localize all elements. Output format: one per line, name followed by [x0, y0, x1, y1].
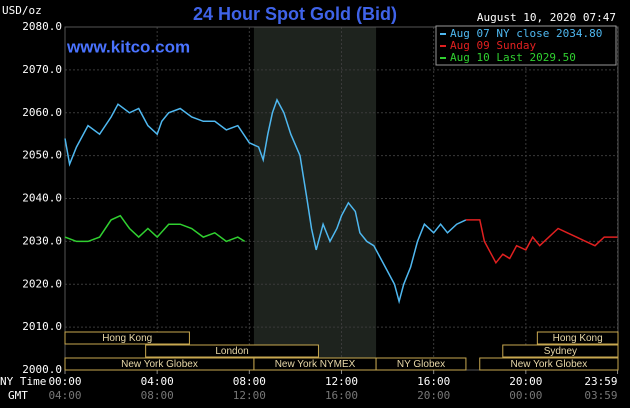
session-box: [375, 357, 467, 371]
watermark: www.kitco.com: [66, 37, 190, 56]
session-box: [145, 344, 319, 358]
session-label: New York Globex: [511, 359, 588, 370]
x-tick-label: 12:00: [325, 375, 358, 388]
x-tick-label: 00:00: [48, 375, 81, 388]
session-label: NY Globex: [397, 359, 445, 370]
legend-label: Aug 09 Sunday: [450, 39, 536, 52]
y-tick-label: 2050.0: [22, 149, 62, 162]
price-line: [64, 214, 246, 243]
session-label: Hong Kong: [102, 333, 152, 344]
session-box: [536, 331, 619, 345]
chart-title: 24 Hour Spot Gold (Bid): [193, 4, 397, 24]
x-axis-label: NY Time: [0, 375, 46, 388]
y-tick-label: 2080.0: [22, 20, 62, 33]
y-tick-label: 2010.0: [22, 320, 62, 333]
x-tick-label: 04:00: [141, 375, 174, 388]
x2-tick-label: 16:00: [325, 389, 358, 402]
y-tick-label: 2060.0: [22, 106, 62, 119]
x2-axis-label: GMT: [8, 389, 28, 402]
y-tick-label: 2070.0: [22, 63, 62, 76]
price-line: [64, 98, 467, 305]
x2-tick-label: 20:00: [417, 389, 450, 402]
session-label: New York Globex: [121, 359, 198, 370]
timestamp: August 10, 2020 07:47: [477, 11, 616, 24]
y-tick-label: 2030.0: [22, 234, 62, 247]
x2-tick-label: 03:59: [584, 389, 617, 402]
session-label: London: [215, 346, 248, 357]
x-tick-label: 08:00: [233, 375, 266, 388]
x2-tick-label: 08:00: [141, 389, 174, 402]
legend-label: Aug 10 Last 2029.50: [450, 51, 576, 64]
x2-tick-label: 04:00: [48, 389, 81, 402]
x2-tick-label: 00:00: [509, 389, 542, 402]
x-tick-label: 23:59: [584, 375, 617, 388]
x2-tick-label: 12:00: [233, 389, 266, 402]
y-axis-label: USD/oz: [2, 4, 42, 17]
y-tick-label: 2020.0: [22, 277, 62, 290]
session-box: [64, 331, 190, 345]
session-label: New York NYMEX: [275, 359, 356, 370]
legend-label: Aug 07 NY close 2034.80: [450, 27, 602, 40]
y-tick-label: 2000.0: [22, 363, 62, 376]
x-tick-label: 16:00: [417, 375, 450, 388]
y-tick-label: 2040.0: [22, 192, 62, 205]
session-label: Sydney: [544, 346, 577, 357]
session-box: [502, 344, 619, 358]
session-label: Hong Kong: [553, 333, 603, 344]
session-box: [479, 357, 619, 371]
price-line: [465, 219, 618, 265]
x-tick-label: 20:00: [509, 375, 542, 388]
legend-box: [435, 25, 617, 66]
